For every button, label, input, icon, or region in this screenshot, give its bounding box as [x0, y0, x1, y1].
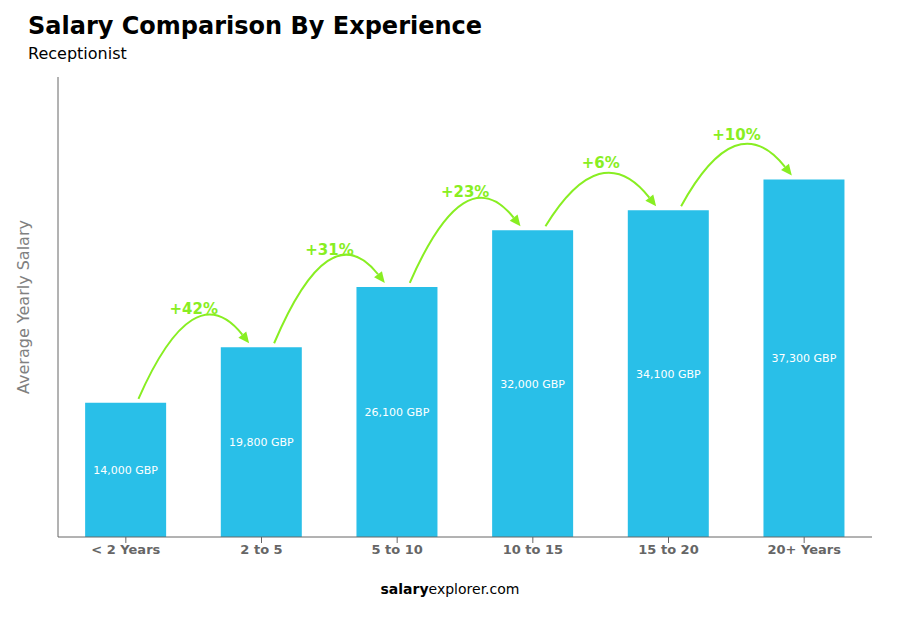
svg-text:+31%: +31% — [305, 241, 353, 259]
svg-text:14,000 GBP: 14,000 GBP — [93, 464, 158, 477]
svg-text:10 to 15: 10 to 15 — [503, 542, 563, 557]
svg-text:26,100 GBP: 26,100 GBP — [365, 406, 430, 419]
svg-text:5 to 10: 5 to 10 — [371, 542, 422, 557]
svg-text:+23%: +23% — [441, 183, 489, 201]
svg-text:< 2 Years: < 2 Years — [91, 542, 160, 557]
html-text:Salary Comparison By Experienc: Salary Comparison By Experience — [28, 12, 483, 40]
svg-text:34,100 GBP: 34,100 GBP — [636, 368, 701, 381]
svg-text:2 to 5: 2 to 5 — [240, 542, 282, 557]
svg-text:15 to 20: 15 to 20 — [638, 542, 698, 557]
svg-text:+6%: +6% — [582, 154, 620, 172]
svg-text:32,000 GBP: 32,000 GBP — [500, 378, 565, 391]
svg-text:37,300 GBP: 37,300 GBP — [772, 352, 837, 365]
svg-text:Average Yearly Salary: Average Yearly Salary — [14, 220, 33, 394]
svg-text:20+ Years: 20+ Years — [767, 542, 841, 557]
svg-text:+42%: +42% — [170, 300, 218, 318]
svg-text:+10%: +10% — [712, 126, 760, 144]
html-text:salary explorer.com: salary explorer.com — [380, 581, 520, 597]
svg-text:19,800 GBP: 19,800 GBP — [229, 436, 294, 449]
html-text:Receptionist: Receptionist — [28, 44, 127, 63]
